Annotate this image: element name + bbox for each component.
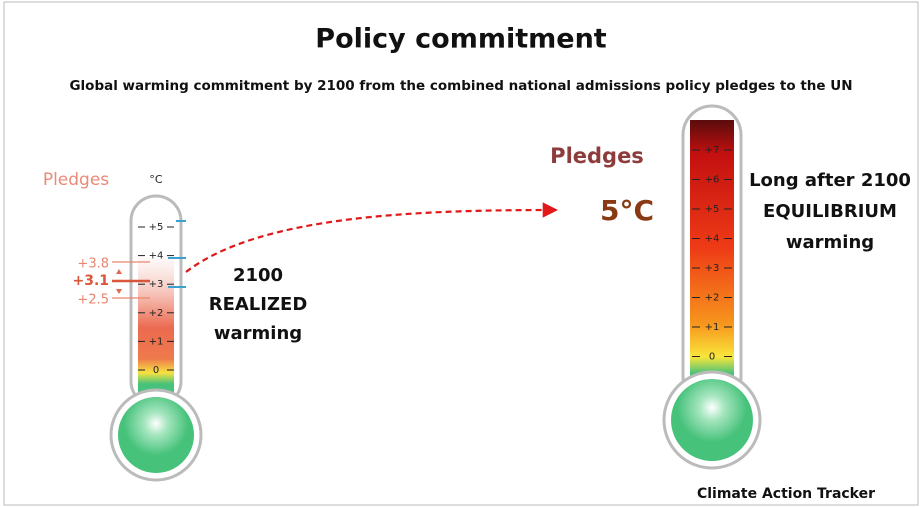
subtitle: Global warming commitment by 2100 from t… bbox=[69, 78, 852, 94]
caption: EQUILIBRIUM bbox=[763, 201, 897, 222]
scale-label: 0 bbox=[153, 365, 159, 376]
frame bbox=[3, 1, 919, 506]
right-value: 5°C bbox=[600, 194, 654, 227]
caption: Long after 2100 bbox=[749, 170, 911, 191]
marker-label: +2.5 bbox=[77, 293, 109, 308]
source: Climate Action Tracker bbox=[697, 486, 875, 502]
caption: warming bbox=[786, 232, 874, 253]
scale-label: +3 bbox=[705, 263, 720, 274]
left-thermometer bbox=[109, 194, 203, 482]
scale-label: +1 bbox=[149, 336, 164, 347]
scale-label: +7 bbox=[705, 145, 720, 156]
scale-label: +5 bbox=[705, 204, 720, 215]
scale-label: +4 bbox=[705, 234, 720, 245]
right-label: Pledges bbox=[550, 144, 644, 168]
scale-label: +6 bbox=[705, 175, 720, 186]
marker-label: +3.1 bbox=[72, 273, 109, 289]
caption: REALIZED bbox=[209, 294, 308, 315]
scale-label: +1 bbox=[705, 322, 720, 333]
unit: °C bbox=[149, 173, 163, 186]
scale-label: +4 bbox=[149, 251, 164, 262]
scale-label: +2 bbox=[149, 308, 164, 319]
caption: warming bbox=[214, 323, 302, 344]
scale-label: +5 bbox=[149, 222, 164, 233]
caption: 2100 bbox=[233, 265, 283, 286]
scale-label: +2 bbox=[705, 293, 720, 304]
arrow bbox=[185, 202, 559, 273]
scale-label: 0 bbox=[709, 352, 715, 363]
marker-label: +3.8 bbox=[77, 257, 109, 272]
title: Policy commitment bbox=[315, 24, 607, 55]
right-thermometer bbox=[662, 104, 762, 470]
left-label: Pledges bbox=[43, 170, 109, 190]
scale-label: +3 bbox=[149, 279, 164, 290]
